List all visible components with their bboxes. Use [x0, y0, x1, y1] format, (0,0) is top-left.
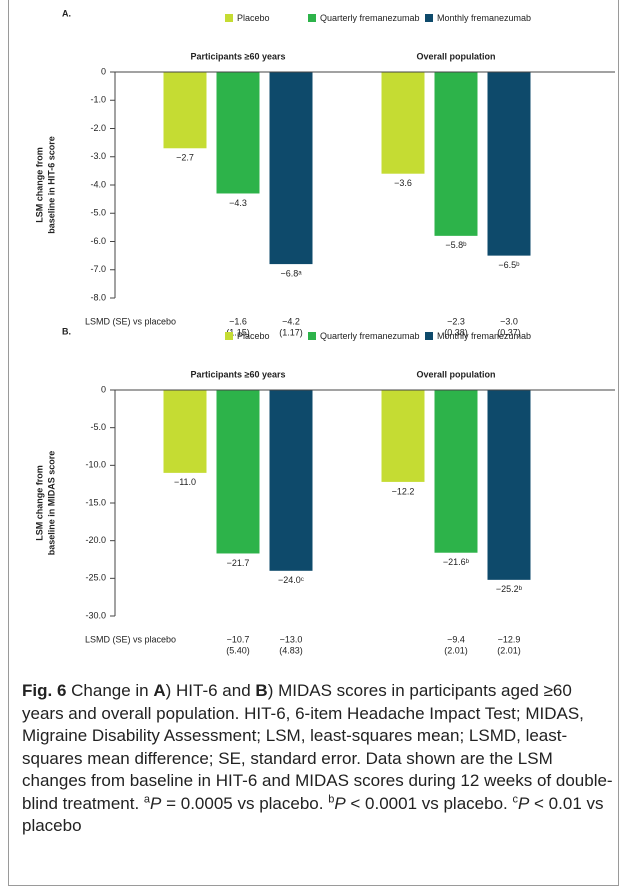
- caption-text: ) HIT-6 and: [165, 681, 256, 700]
- value-label: −21.6ᵇ: [443, 557, 470, 567]
- caption-text: a: [143, 792, 151, 805]
- legend-swatch: [225, 332, 233, 340]
- y-tick-label: -6.0: [90, 236, 106, 246]
- caption-text: A: [153, 681, 166, 700]
- group-label: Overall population: [416, 51, 495, 61]
- panel-label: B.: [62, 326, 71, 336]
- caption-text: b: [328, 792, 335, 805]
- lsmd-value: −2.3: [447, 316, 465, 326]
- value-label: −11.0: [174, 477, 196, 487]
- bar: [434, 390, 478, 553]
- bar: [216, 390, 260, 554]
- legend-swatch: [425, 332, 433, 340]
- y-axis-title: baseline in MIDAS score: [46, 451, 56, 556]
- lsmd-se: (0.38): [444, 327, 468, 337]
- bar: [269, 390, 313, 571]
- legend-swatch: [225, 14, 233, 22]
- panel-label: A.: [62, 8, 71, 18]
- lsmd-se: (1.15): [226, 327, 250, 337]
- y-axis-title: LSM change from: [34, 465, 44, 541]
- legend-label: Monthly fremanezumab: [437, 331, 531, 341]
- caption-text: ) MIDAS scores in participants aged ≥60 …: [22, 681, 613, 813]
- lsmd-value: −4.2: [282, 316, 300, 326]
- lsmd-se: (2.01): [497, 645, 521, 655]
- bar: [163, 390, 207, 473]
- lsmd-se: (0.37): [497, 327, 521, 337]
- lsmd-value: −3.0: [500, 316, 518, 326]
- y-axis-title: baseline in HIT-6 score: [46, 136, 56, 234]
- legend-swatch: [308, 14, 316, 22]
- y-tick-label: -1.0: [90, 95, 106, 105]
- lsmd-value: −9.4: [447, 634, 465, 644]
- y-tick-label: -2.0: [90, 123, 106, 133]
- value-label: −24.0ᶜ: [278, 575, 304, 585]
- value-label: −2.7: [176, 153, 194, 163]
- lsmd-se: (2.01): [444, 645, 468, 655]
- value-label: −3.6: [394, 178, 412, 188]
- bar: [269, 72, 313, 265]
- value-label: −4.3: [229, 198, 247, 208]
- legend-label: Quarterly fremanezumab: [320, 331, 420, 341]
- value-label: −25.2ᵇ: [496, 584, 523, 594]
- legend-swatch: [425, 14, 433, 22]
- bar: [381, 390, 425, 482]
- group-label: Participants ≥60 years: [191, 369, 286, 379]
- caption-text: < 0.01 vs placebo: [22, 793, 604, 836]
- y-tick-label: -5.0: [90, 422, 106, 432]
- value-label: −6.8ᵃ: [280, 268, 302, 278]
- lsmd-se: (1.17): [279, 327, 303, 337]
- y-tick-label: -25.0: [85, 573, 106, 583]
- y-tick-label: -10.0: [85, 460, 106, 470]
- legend-swatch: [308, 332, 316, 340]
- lsmd-value: −1.6: [229, 316, 247, 326]
- legend-label: Quarterly fremanezumab: [320, 13, 420, 23]
- lsmd-se: (5.40): [226, 645, 250, 655]
- y-tick-label: -3.0: [90, 151, 106, 161]
- caption-text: c: [512, 792, 518, 805]
- value-label: −5.8ᵇ: [445, 240, 467, 250]
- y-axis-title: LSM change from: [34, 147, 44, 223]
- y-tick-label: 0: [101, 384, 106, 394]
- bar: [434, 72, 478, 236]
- y-tick-label: -7.0: [90, 264, 106, 274]
- bar: [381, 72, 425, 174]
- chart: A. Placebo Quarterly fremanezumab Monthly f…: [34, 8, 615, 655]
- y-tick-label: -20.0: [85, 535, 106, 545]
- lsmd-value: −13.0: [280, 634, 303, 644]
- legend-label: Placebo: [237, 13, 270, 23]
- value-label: −21.7: [227, 558, 250, 568]
- lsmd-value: −12.9: [498, 634, 521, 644]
- group-label: Overall population: [416, 369, 495, 379]
- bar: [487, 72, 531, 256]
- caption-text: = 0.0005 vs placebo.: [161, 793, 329, 813]
- caption-text: Fig. 6: [22, 681, 67, 700]
- caption-text: P: [517, 793, 530, 813]
- figure-frame: [8, 0, 619, 886]
- caption-text: P: [334, 793, 346, 813]
- legend-label: Monthly fremanezumab: [437, 13, 531, 23]
- bar: [163, 72, 207, 149]
- caption-text: B: [255, 681, 268, 700]
- caption-text: P: [150, 793, 162, 813]
- lsmd-label: LSMD (SE) vs placebo: [85, 316, 176, 326]
- y-tick-label: -30.0: [85, 610, 106, 620]
- y-tick-label: 0: [101, 66, 106, 76]
- y-tick-label: -8.0: [90, 292, 106, 302]
- bar: [487, 390, 531, 580]
- lsmd-value: −10.7: [227, 634, 250, 644]
- caption: Fig. 6 Change in A) HIT-6 and B) MIDAS s…: [22, 680, 614, 838]
- y-tick-label: -15.0: [85, 497, 106, 507]
- value-label: −12.2: [392, 486, 415, 496]
- bar: [216, 72, 260, 194]
- group-label: Participants ≥60 years: [191, 51, 286, 61]
- caption-text: Change in: [66, 681, 154, 700]
- lsmd-label: LSMD (SE) vs placebo: [85, 634, 176, 644]
- legend-label: Placebo: [237, 331, 270, 341]
- y-tick-label: -4.0: [90, 179, 106, 189]
- caption-text: < 0.0001 vs placebo.: [345, 793, 513, 813]
- y-tick-label: -5.0: [90, 208, 106, 218]
- value-label: −6.5ᵇ: [498, 260, 520, 270]
- lsmd-se: (4.83): [279, 645, 303, 655]
